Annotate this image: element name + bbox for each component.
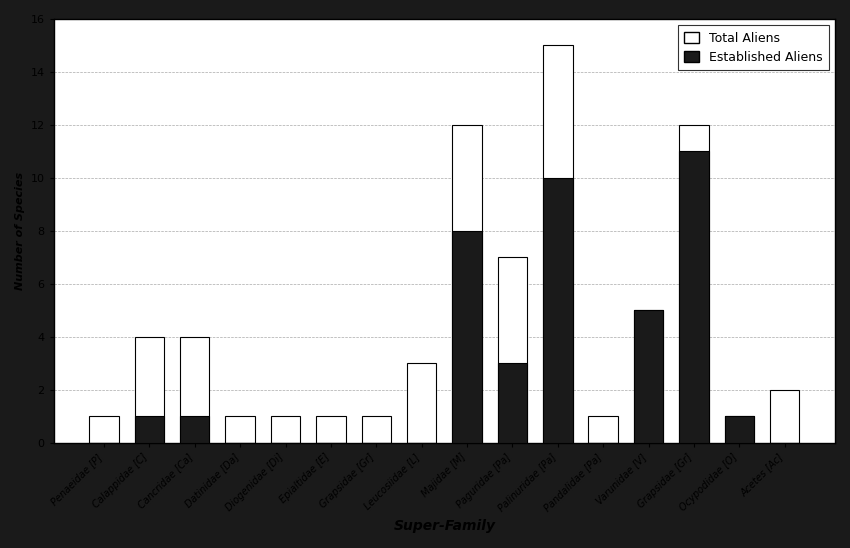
Bar [543, 45, 573, 443]
Legend: Total Aliens, Established Aliens: Total Aliens, Established Aliens [677, 25, 829, 70]
Bar [498, 363, 527, 443]
Bar [316, 416, 346, 443]
Bar [588, 416, 618, 443]
Bar [180, 337, 209, 443]
Bar [724, 416, 754, 443]
Bar [724, 416, 754, 443]
Bar [634, 310, 663, 443]
Bar [543, 178, 573, 443]
Bar [134, 337, 164, 443]
Bar [634, 310, 663, 443]
Bar [89, 416, 119, 443]
Bar [452, 125, 482, 443]
Bar [679, 125, 709, 443]
Bar [271, 416, 300, 443]
Bar [452, 231, 482, 443]
Bar [407, 363, 436, 443]
Bar [180, 416, 209, 443]
Bar [225, 416, 255, 443]
Bar [679, 151, 709, 443]
Bar [770, 390, 800, 443]
X-axis label: Super-Family: Super-Family [394, 519, 496, 533]
Y-axis label: Number of Species: Number of Species [15, 172, 25, 290]
Bar [134, 416, 164, 443]
Bar [361, 416, 391, 443]
Bar [498, 258, 527, 443]
